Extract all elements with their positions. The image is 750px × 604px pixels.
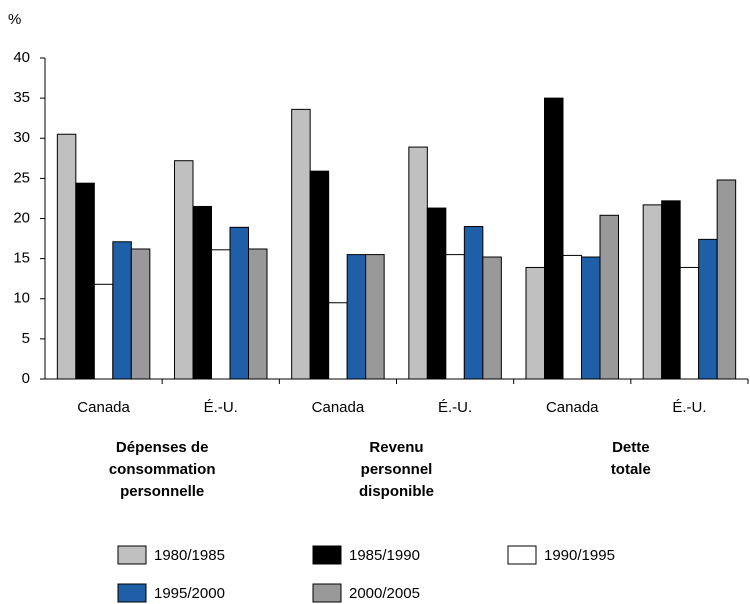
legend-label: 2000/2005 (349, 585, 420, 602)
group-label: consommation (109, 461, 216, 478)
y-tick-label: 20 (13, 209, 30, 226)
y-tick-label: 40 (13, 49, 30, 66)
y-tick-label: 0 (22, 370, 30, 387)
bar (562, 254, 582, 380)
bar (174, 160, 194, 380)
y-tick-label: 10 (13, 290, 30, 307)
bar (408, 146, 428, 380)
group-label: disponible (359, 483, 434, 500)
group-label: Dépenses de (116, 439, 209, 456)
bar (581, 256, 601, 380)
bar (229, 226, 249, 380)
bar (525, 266, 545, 380)
bar (112, 241, 132, 380)
y-tick-label: 25 (13, 169, 30, 186)
x-tick-label: É.-U. (672, 399, 706, 416)
bar (482, 256, 502, 380)
x-tick-label: É.-U. (438, 399, 472, 416)
bar (56, 133, 77, 380)
bar (365, 254, 385, 380)
bar (599, 214, 619, 380)
bar (192, 205, 212, 380)
bar (698, 238, 718, 380)
legend-swatch (312, 583, 342, 603)
bar (642, 204, 663, 380)
legend-label: 1990/1995 (544, 547, 615, 564)
bar (445, 254, 465, 380)
bar (426, 207, 447, 380)
bar (93, 283, 114, 380)
legend-swatch (117, 545, 147, 565)
bar (211, 249, 231, 380)
legend-label: 1985/1990 (349, 547, 420, 564)
bar (346, 254, 367, 380)
group-label: totale (611, 461, 651, 478)
bar (291, 108, 311, 380)
y-tick-label: 15 (13, 250, 30, 267)
bar (716, 179, 737, 380)
x-tick-label: Canada (312, 399, 365, 416)
bar (309, 170, 330, 380)
bar (248, 248, 268, 380)
legend-label: 1980/1985 (154, 547, 225, 564)
bar (544, 97, 564, 380)
y-tick-label: 30 (13, 129, 30, 146)
bar (328, 302, 348, 380)
bar (661, 200, 681, 380)
bar (75, 182, 95, 380)
bar (679, 266, 700, 380)
bar (130, 248, 151, 380)
legend-swatch (117, 583, 147, 603)
group-label: personnelle (120, 483, 204, 500)
x-tick-label: Canada (77, 399, 130, 416)
legend-swatch (312, 545, 342, 565)
x-tick-label: Canada (546, 399, 599, 416)
group-label: Revenu (369, 439, 423, 456)
y-axis-label: % (8, 11, 21, 28)
x-tick-label: É.-U. (204, 399, 238, 416)
y-tick-label: 35 (13, 89, 30, 106)
legend-swatch (507, 545, 537, 565)
group-label: personnel (361, 461, 433, 478)
legend-label: 1995/2000 (154, 585, 225, 602)
bar (463, 226, 484, 380)
group-label: Dette (612, 439, 650, 456)
y-tick-label: 5 (22, 330, 30, 347)
